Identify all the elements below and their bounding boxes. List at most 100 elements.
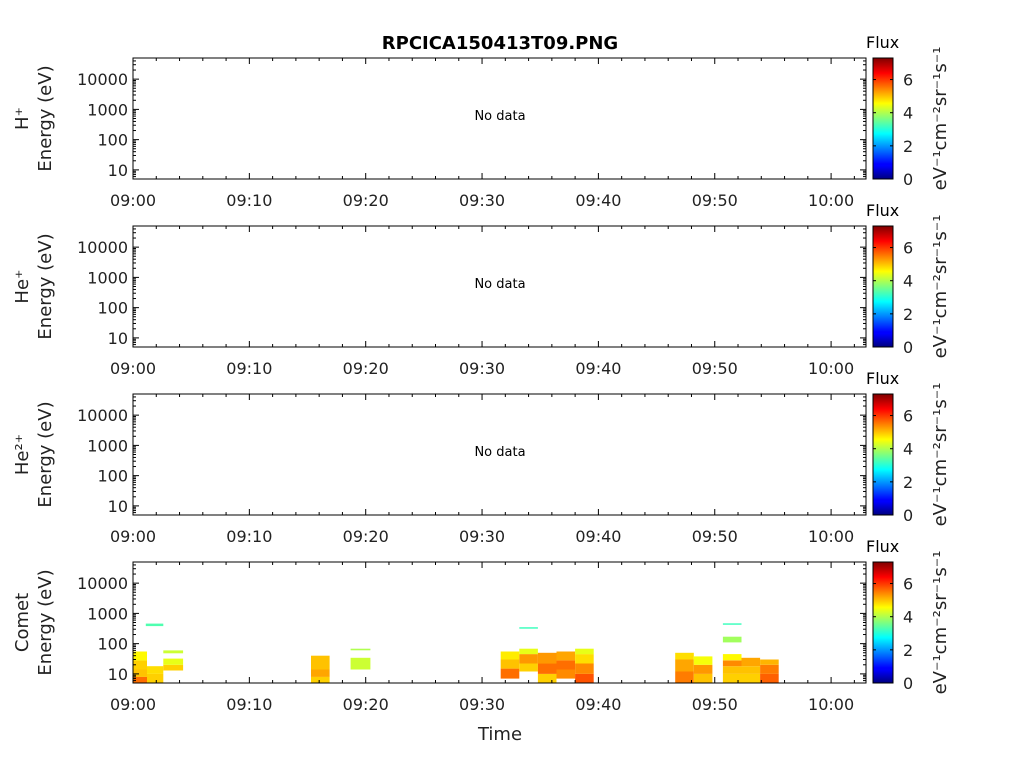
heatmap-cell	[575, 663, 594, 674]
y-tick-label: 100	[97, 467, 128, 486]
heatmap-cell	[693, 664, 713, 674]
no-data-label: No data	[474, 445, 525, 460]
colorbar-tick-label: 0	[903, 338, 913, 357]
colorbar-title: Flux	[866, 537, 899, 556]
y-tick-label: 10	[108, 665, 128, 684]
y-tick-label: 10000	[77, 238, 128, 257]
x-tick-label: 09:10	[226, 527, 272, 546]
y-tick-label: 10000	[77, 70, 128, 89]
heatmap-cell	[163, 658, 184, 665]
x-tick-label: 09:30	[459, 359, 505, 378]
heatmap-cell	[741, 666, 761, 674]
colorbar-unit-label: eV⁻¹cm⁻²sr⁻¹s⁻¹	[930, 383, 951, 527]
y-axis-label: Energy (eV)	[35, 401, 56, 507]
colorbar-tick-label: 6	[903, 71, 913, 90]
x-tick-label: 09:00	[110, 191, 156, 210]
panel-1: 09:00 09:10 09:20 09:30 09:40 09:50 10:00 10 100…	[12, 33, 951, 210]
heatmap-cell	[741, 657, 761, 667]
species-label: Comet	[12, 593, 33, 652]
x-tick-label: 09:40	[575, 695, 621, 714]
heatmap-cell	[537, 663, 557, 674]
x-tick-label: 09:50	[692, 695, 738, 714]
colorbar	[872, 393, 894, 516]
colorbar-unit-label: eV⁻¹cm⁻²sr⁻¹s⁻¹	[930, 551, 951, 695]
heatmap-cell	[556, 660, 576, 670]
x-tick-label: 09:30	[459, 695, 505, 714]
colorbar-tick-label: 4	[903, 272, 913, 291]
heatmap-cell	[760, 664, 779, 674]
colorbar-tick-label: 0	[903, 170, 913, 189]
colorbar-tick-label: 2	[903, 137, 913, 156]
y-tick-label: 10	[108, 497, 128, 516]
y-tick-label: 1000	[87, 100, 128, 119]
chart-title: RPCICA150413T09.PNG	[382, 33, 618, 54]
heatmap-cell	[311, 655, 330, 670]
heatmap-cell	[519, 654, 538, 664]
heatmap-cell	[675, 659, 694, 672]
colorbar-title: Flux	[866, 33, 899, 52]
y-tick-label: 1000	[87, 604, 128, 623]
colorbar-tick-label: 4	[903, 104, 913, 123]
heatmap-cell	[722, 666, 742, 674]
heatmap-cell	[163, 650, 184, 654]
species-label: He⁺	[12, 269, 33, 303]
colorbar-unit-label: eV⁻¹cm⁻²sr⁻¹s⁻¹	[930, 47, 951, 191]
y-axis-label: Energy (eV)	[35, 65, 56, 171]
x-tick-label: 10:00	[808, 359, 854, 378]
y-tick-label: 10000	[77, 574, 128, 593]
y-tick-label: 10	[108, 329, 128, 348]
x-tick-label: 10:00	[808, 191, 854, 210]
colorbar-tick-label: 4	[903, 608, 913, 627]
colorbar-title: Flux	[866, 369, 899, 388]
colorbar	[872, 225, 894, 348]
y-axis-label: Energy (eV)	[35, 233, 56, 339]
x-tick-label: 09:20	[343, 695, 389, 714]
x-tick-label: 09:00	[110, 695, 156, 714]
heatmap-cell	[722, 673, 742, 683]
colorbar-tick-label: 2	[903, 473, 913, 492]
heatmap-cell	[147, 673, 164, 683]
heatmap-cell	[722, 636, 742, 643]
no-data-label: No data	[474, 109, 525, 124]
heatmap-cell	[693, 673, 713, 683]
x-tick-label: 09:00	[110, 359, 156, 378]
x-tick-label: 09:50	[692, 191, 738, 210]
heatmap-cell	[311, 676, 330, 683]
heatmap-cell	[133, 669, 147, 677]
x-tick-label: 09:10	[226, 359, 272, 378]
x-tick-label: 10:00	[808, 527, 854, 546]
y-tick-label: 100	[97, 299, 128, 318]
colorbar-tick-label: 6	[903, 239, 913, 258]
x-tick-label: 09:10	[226, 191, 272, 210]
heatmap-cell	[519, 663, 538, 672]
x-axis-label: Time	[477, 724, 522, 745]
no-data-label: No data	[474, 277, 525, 292]
heatmap-cell	[133, 651, 147, 661]
heatmap-cell	[350, 648, 371, 651]
x-tick-label: 09:50	[692, 527, 738, 546]
panels-group: 09:00 09:10 09:20 09:30 09:40 09:50 10:0010100…	[12, 33, 951, 714]
x-tick-label: 09:30	[459, 191, 505, 210]
x-tick-label: 09:10	[226, 695, 272, 714]
x-tick-label: 10:00	[808, 695, 854, 714]
colorbar-title: Flux	[866, 201, 899, 220]
heatmap-cell	[519, 627, 538, 629]
heatmap-cell	[760, 659, 779, 665]
heatmap-cell	[575, 673, 594, 683]
heatmap-cell	[722, 660, 742, 667]
heatmap-cell	[311, 669, 330, 677]
x-tick-label: 09:40	[575, 359, 621, 378]
colorbar	[872, 57, 894, 180]
heatmap-cell	[575, 648, 594, 655]
panel-4: 09:00 09:10 09:20 09:30 09:40 09:50 10:00 10 100…	[12, 537, 951, 714]
heatmap-cell	[519, 648, 538, 655]
heatmap-cell	[722, 654, 742, 661]
panel-2: 09:00 09:10 09:20 09:30 09:40 09:50 10:00 10 100…	[12, 201, 951, 378]
heatmap-cell	[163, 664, 184, 671]
heatmap-cell	[500, 668, 520, 679]
heatmap-cell	[741, 673, 761, 683]
panel-3: 09:00 09:10 09:20 09:30 09:40 09:50 10:00 10 100…	[12, 369, 951, 546]
x-tick-label: 09:50	[692, 359, 738, 378]
y-axis-label: Energy (eV)	[35, 569, 56, 675]
